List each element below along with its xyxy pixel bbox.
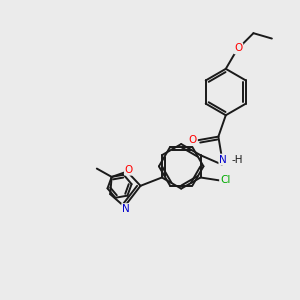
Text: O: O: [125, 165, 133, 175]
Text: Cl: Cl: [220, 176, 230, 185]
Text: -H: -H: [231, 154, 243, 164]
Text: O: O: [234, 44, 242, 53]
Text: O: O: [189, 135, 197, 145]
Text: N: N: [219, 154, 227, 164]
Text: N: N: [122, 204, 130, 214]
